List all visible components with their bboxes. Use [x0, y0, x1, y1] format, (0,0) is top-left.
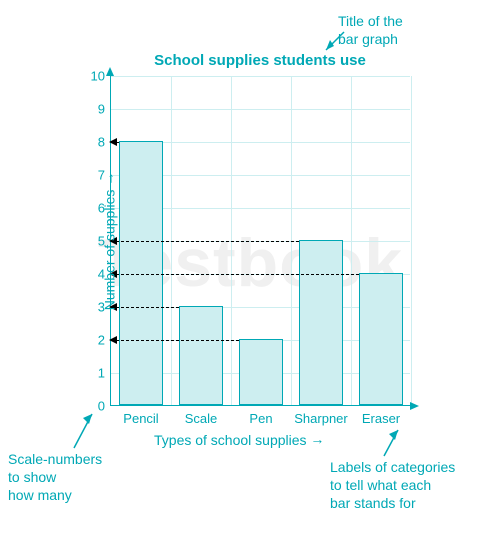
value-leader: [111, 274, 359, 275]
bar: [119, 141, 162, 405]
x-axis-label: Types of school supplies →: [154, 432, 324, 448]
x-tick-label: Pencil: [123, 411, 158, 426]
x-axis-label-text: Types of school supplies: [154, 432, 307, 448]
y-axis-label-text: Number of supplies: [101, 190, 117, 311]
annotation-title-arrow: [320, 30, 348, 56]
bar: [179, 306, 222, 405]
value-leader: [111, 307, 179, 308]
figure-container: Testbook Title of the bar graph School s…: [0, 0, 501, 534]
y-tick-label: 10: [85, 69, 105, 84]
chart-title: School supplies students use: [120, 52, 400, 69]
bar: [239, 339, 282, 405]
value-leader: [111, 340, 239, 341]
grid-line: [111, 109, 410, 110]
arrow-right-icon: →: [100, 172, 116, 186]
value-leader-arrow: [109, 336, 117, 344]
y-tick-label: 2: [85, 333, 105, 348]
y-axis-arrow: [106, 67, 114, 76]
annotation-scale: Scale-numbers to show how many: [8, 450, 102, 505]
x-axis-arrow: [410, 402, 419, 410]
y-tick-label: 8: [85, 135, 105, 150]
annotation-labels-text: Labels of categories to tell what each b…: [330, 459, 455, 511]
grid-line: [111, 76, 410, 77]
annotation-labels-arrow: [378, 426, 406, 460]
value-leader-arrow: [109, 138, 117, 146]
annotation-scale-arrow: [70, 408, 100, 452]
y-tick-label: 9: [85, 102, 105, 117]
x-tick-label: Sharpner: [294, 411, 347, 426]
x-tick-label: Eraser: [362, 411, 400, 426]
annotation-labels: Labels of categories to tell what each b…: [330, 458, 455, 513]
bar: [359, 273, 402, 405]
annotation-scale-text: Scale-numbers to show how many: [8, 451, 102, 503]
bar: [299, 240, 342, 405]
x-tick-label: Pen: [249, 411, 272, 426]
value-leader: [111, 241, 299, 242]
y-axis-label: Number of supplies →: [101, 172, 117, 311]
grid-line: [351, 76, 352, 405]
y-tick-label: 1: [85, 366, 105, 381]
grid-line: [411, 76, 412, 405]
plot-area: 012345678910PencilScalePenSharpnerEraser: [110, 76, 410, 406]
arrow-right-icon: →: [310, 431, 324, 447]
x-tick-label: Scale: [185, 411, 218, 426]
